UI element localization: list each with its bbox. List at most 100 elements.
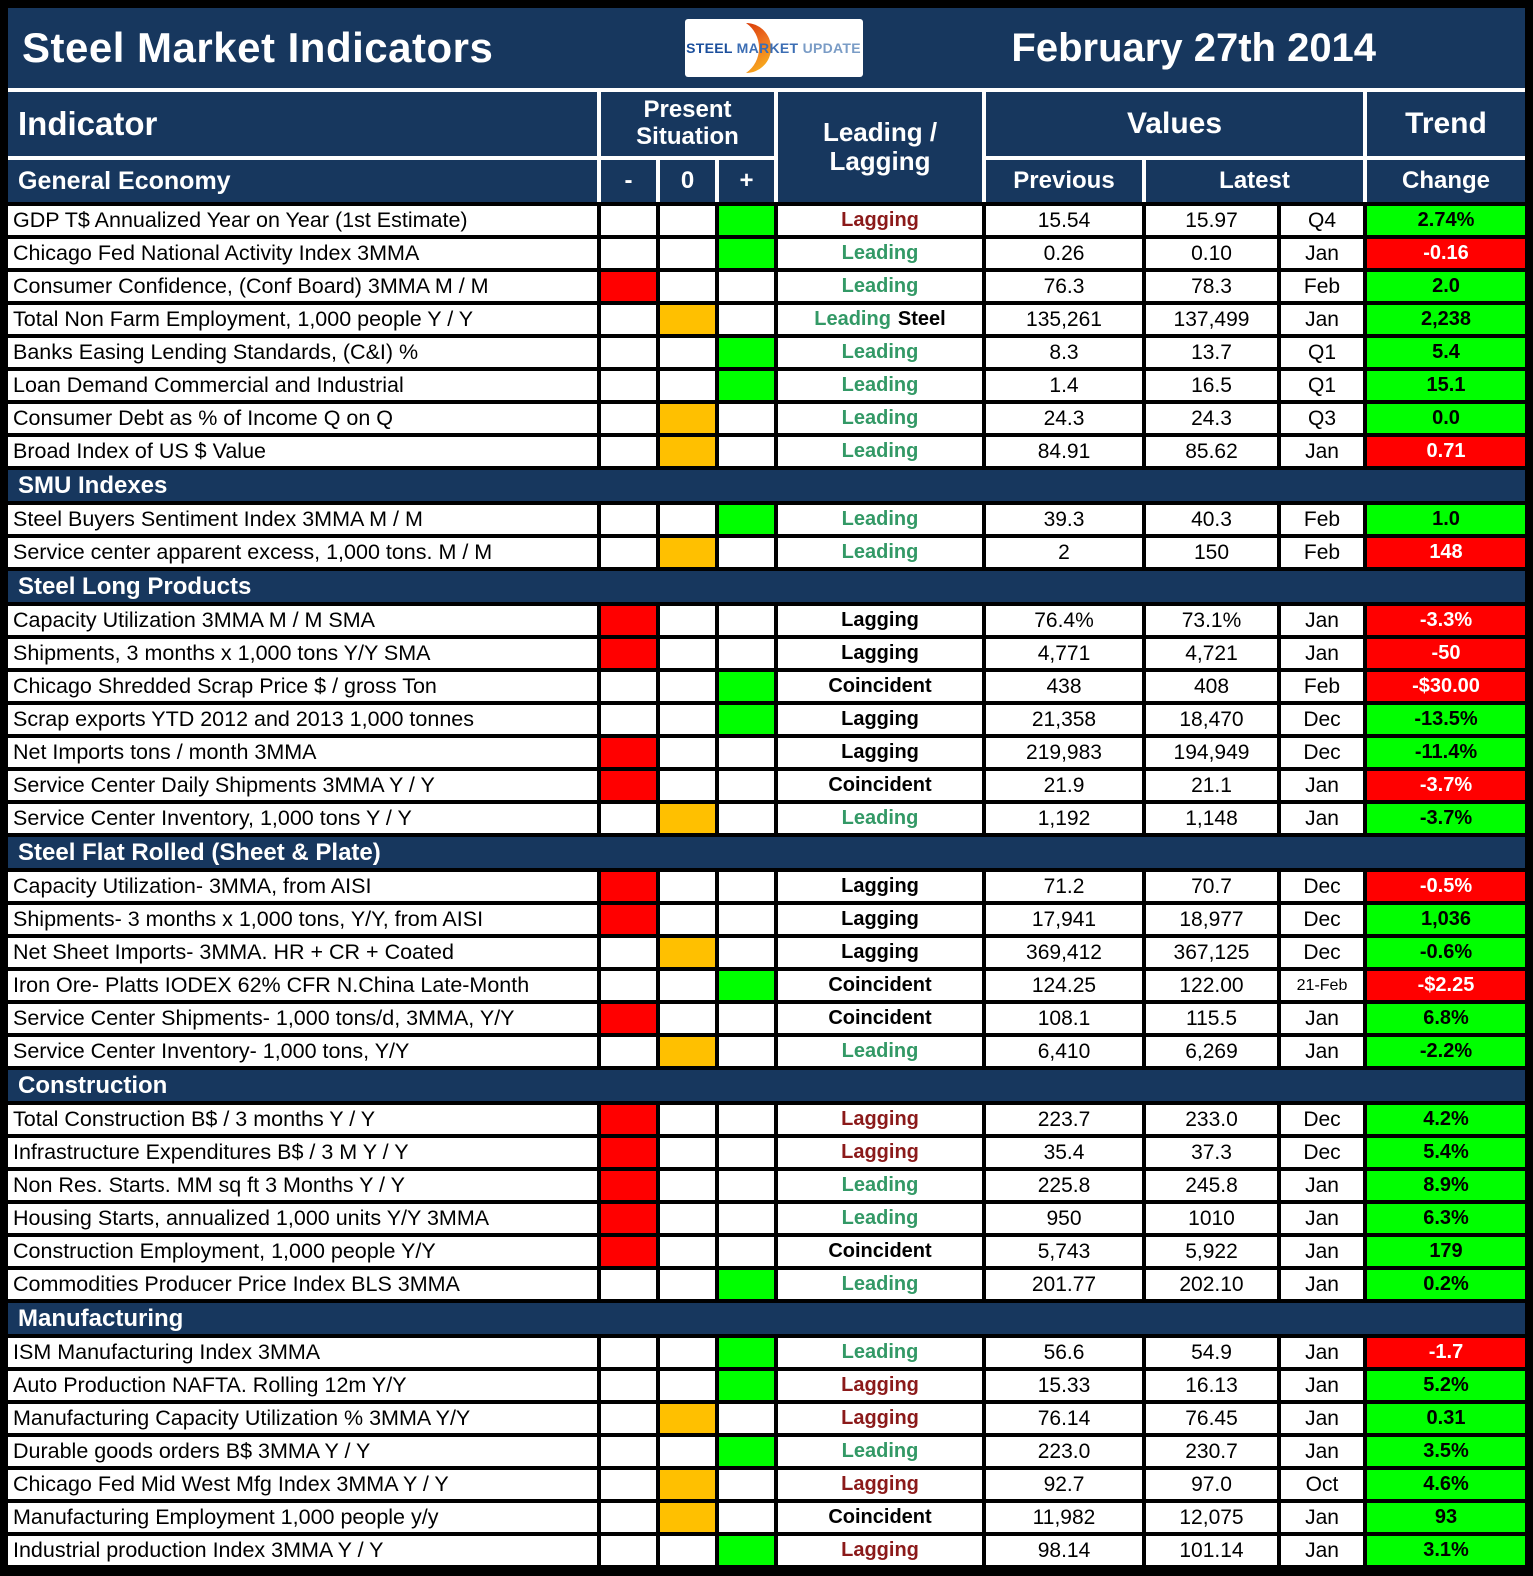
- column-header-previous: Previous: [986, 160, 1142, 202]
- leading-lagging-label: Leading: [778, 239, 982, 268]
- section-header-manufacturing: Manufacturing: [8, 1303, 1525, 1334]
- leading-lagging-label: Lagging: [778, 872, 982, 901]
- latest-value: 78.3: [1146, 272, 1277, 301]
- latest-value: 54.9: [1146, 1338, 1277, 1367]
- period-label: Jan: [1281, 1503, 1363, 1532]
- leading-lagging-text: Lagging: [841, 941, 919, 963]
- period-label: Dec: [1281, 1138, 1363, 1167]
- change-value: -50: [1367, 639, 1525, 668]
- leading-lagging-text: Coincident: [828, 774, 932, 796]
- change-value: 5.4: [1367, 338, 1525, 367]
- situation-zero-cell: [660, 1105, 715, 1134]
- period-label: Jan: [1281, 1004, 1363, 1033]
- period-label: Q1: [1281, 371, 1363, 400]
- situation-plus-cell: [719, 505, 774, 534]
- latest-value: 40.3: [1146, 505, 1277, 534]
- previous-value: 108.1: [986, 1004, 1142, 1033]
- logo-word-update: UPDATE: [802, 40, 861, 56]
- leading-lagging-label: Lagging: [778, 938, 982, 967]
- leading-lagging-label: Coincident: [778, 672, 982, 701]
- situation-zero-cell: [660, 606, 715, 635]
- situation-plus-cell: [719, 371, 774, 400]
- situation-zero-cell: [660, 905, 715, 934]
- situation-minus-cell: [601, 206, 656, 235]
- leading-lagging-text: Leading: [814, 308, 891, 330]
- table-row: Industrial production Index 3MMA Y / Y La…: [8, 1536, 1525, 1565]
- latest-value: 13.7: [1146, 338, 1277, 367]
- table-row: Shipments, 3 months x 1,000 tons Y/Y SMA…: [8, 639, 1525, 668]
- period-label: Feb: [1281, 272, 1363, 301]
- situation-minus-cell: [601, 639, 656, 668]
- previous-value: 71.2: [986, 872, 1142, 901]
- previous-value: 1.4: [986, 371, 1142, 400]
- leading-lagging-label: Coincident: [778, 771, 982, 800]
- situation-plus-cell: [719, 404, 774, 433]
- change-value: -3.7%: [1367, 771, 1525, 800]
- latest-value: 18,470: [1146, 705, 1277, 734]
- change-value: 148: [1367, 538, 1525, 567]
- situation-plus-cell: [719, 1338, 774, 1367]
- table-row: Total Construction B$ / 3 months Y / Y La…: [8, 1105, 1525, 1134]
- situation-minus-cell: [601, 338, 656, 367]
- change-value: 1.0: [1367, 505, 1525, 534]
- latest-value: 202.10: [1146, 1270, 1277, 1299]
- indicator-label: Industrial production Index 3MMA Y / Y: [8, 1536, 597, 1565]
- situation-plus-cell: [719, 804, 774, 833]
- situation-zero-cell: [660, 338, 715, 367]
- previous-value: 76.14: [986, 1404, 1142, 1433]
- situation-zero-cell: [660, 705, 715, 734]
- situation-plus-cell: [719, 538, 774, 567]
- indicator-label: Consumer Debt as % of Income Q on Q: [8, 404, 597, 433]
- situation-zero-cell: [660, 1536, 715, 1565]
- leading-lagging-label: Leading: [778, 404, 982, 433]
- previous-value: 438: [986, 672, 1142, 701]
- situation-zero-cell: [660, 371, 715, 400]
- period-label: Jan: [1281, 1437, 1363, 1466]
- period-label: Jan: [1281, 1371, 1363, 1400]
- leading-lagging-text: Lagging: [841, 609, 919, 631]
- indicator-label: Auto Production NAFTA. Rolling 12m Y/Y: [8, 1371, 597, 1400]
- leading-lagging-label: Leading: [778, 538, 982, 567]
- period-label: 21-Feb: [1281, 971, 1363, 1000]
- situation-zero-cell: [660, 1270, 715, 1299]
- situation-plus-cell: [719, 1371, 774, 1400]
- indicator-label: Capacity Utilization 3MMA M / M SMA: [8, 606, 597, 635]
- leading-lagging-label: Lagging: [778, 1105, 982, 1134]
- situation-plus-cell: [719, 1204, 774, 1233]
- change-value: -$2.25: [1367, 971, 1525, 1000]
- previous-value: 1,192: [986, 804, 1142, 833]
- latest-value: 115.5: [1146, 1004, 1277, 1033]
- leading-lagging-label: Leading: [778, 1437, 982, 1466]
- leading-lagging-label: Lagging: [778, 1536, 982, 1565]
- situation-plus-cell: [719, 206, 774, 235]
- section-header-general-economy: General Economy: [8, 160, 597, 202]
- previous-value: 84.91: [986, 437, 1142, 466]
- latest-value: 367,125: [1146, 938, 1277, 967]
- period-label: Jan: [1281, 239, 1363, 268]
- latest-value: 18,977: [1146, 905, 1277, 934]
- situation-minus-cell: [601, 1270, 656, 1299]
- leading-lagging-text: Coincident: [828, 1506, 932, 1528]
- previous-value: 56.6: [986, 1338, 1142, 1367]
- table-row: Service Center Inventory- 1,000 tons, Y/…: [8, 1037, 1525, 1066]
- previous-value: 201.77: [986, 1270, 1142, 1299]
- situation-plus-cell: [719, 872, 774, 901]
- leading-lagging-label: Leading: [778, 371, 982, 400]
- situation-plus-cell: [719, 771, 774, 800]
- table-row: Non Res. Starts. MM sq ft 3 Months Y / Y…: [8, 1171, 1525, 1200]
- leading-lagging-label: Lagging: [778, 606, 982, 635]
- leading-lagging-text: Coincident: [828, 1007, 932, 1029]
- latest-value: 12,075: [1146, 1503, 1277, 1532]
- change-value: -13.5%: [1367, 705, 1525, 734]
- situation-minus-cell: [601, 705, 656, 734]
- leading-lagging-label: Coincident: [778, 1237, 982, 1266]
- title-band: Steel Market Indicators STEEL MARKET UPD…: [8, 8, 1525, 88]
- change-value: 179: [1367, 1237, 1525, 1266]
- indicator-label: Manufacturing Employment 1,000 people y/…: [8, 1503, 597, 1532]
- situation-plus-cell: [719, 1270, 774, 1299]
- column-headers: Indicator Present Situation Leading / La…: [8, 92, 1525, 202]
- crescent-icon: [745, 23, 771, 73]
- previous-value: 76.3: [986, 272, 1142, 301]
- situation-zero-cell: [660, 1204, 715, 1233]
- previous-value: 21.9: [986, 771, 1142, 800]
